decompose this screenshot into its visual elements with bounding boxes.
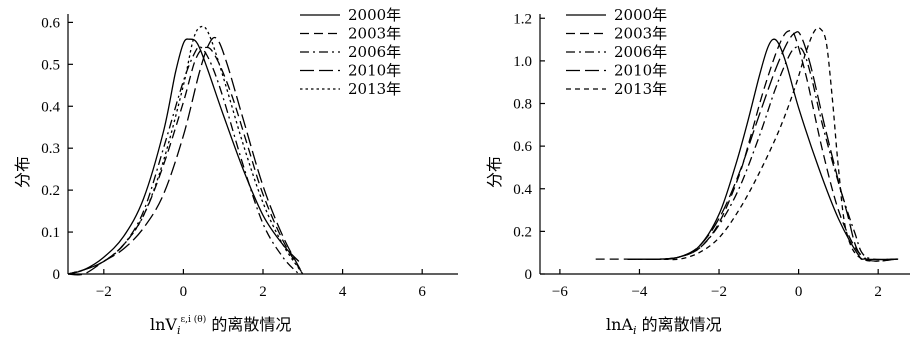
series-line-2000 <box>627 38 899 261</box>
x-axis-label-superscript: ε,i (θ) <box>181 314 207 325</box>
x-axis-label-subscript: i <box>633 324 637 337</box>
series-line-2010 <box>67 36 304 276</box>
series-line-2006 <box>67 45 300 275</box>
x-axis-label-base: lnA <box>606 315 633 334</box>
x-tick-label: −2 <box>96 284 112 300</box>
series-line-2013 <box>67 25 304 275</box>
chart-2: 0 0.2 0.4 0.6 0.8 1.0 1.2 −6 −4 −2 0 2 分布 lnAi 的离散情况 2… <box>485 6 910 337</box>
x-tick-label: 2 <box>874 284 882 300</box>
x-tick-label: 6 <box>418 284 426 300</box>
chart-1: 0 0.1 0.2 0.3 0.4 0.5 0.6 −2 0 2 4 6 分布 lnViε,i (θ) 的… <box>13 6 458 337</box>
x-axis-label-subscript: i <box>177 324 181 337</box>
legend-label: 2000年 <box>348 6 401 24</box>
x-axis-label-base: lnV <box>150 315 177 334</box>
x-tick-label: 0 <box>795 284 803 300</box>
x-tick-label: 4 <box>339 284 347 300</box>
series-line-2006 <box>627 46 899 261</box>
x-tick-label: 2 <box>259 284 267 300</box>
legend-label: 2006年 <box>348 43 401 61</box>
legend-label: 2013年 <box>614 80 667 98</box>
y-tick-label: 0.4 <box>513 182 532 198</box>
series-line-2000 <box>67 38 300 275</box>
y-tick-label: 1.0 <box>513 54 532 70</box>
series-line-2003 <box>595 29 867 260</box>
legend-label: 2006年 <box>614 43 667 61</box>
legend-label: 2013年 <box>348 80 401 98</box>
y-tick-label: 0.2 <box>41 183 60 199</box>
x-tick-label: −6 <box>552 284 568 300</box>
legend-label: 2010年 <box>348 62 401 80</box>
y-tick-label: 0 <box>525 267 533 283</box>
y-tick-label: 0.8 <box>513 97 532 113</box>
series-line-2003 <box>67 46 304 275</box>
legend-label: 2003年 <box>614 25 667 43</box>
x-tick-label: 0 <box>180 284 188 300</box>
legend-label: 2010年 <box>614 62 667 80</box>
legend-label: 2003年 <box>348 25 401 43</box>
x-axis-label-suffix: 的离散情况 <box>206 315 291 334</box>
y-tick-label: 0 <box>53 267 61 283</box>
y-tick-label: 0.6 <box>513 139 532 155</box>
legend-label: 2000年 <box>614 6 667 24</box>
x-axis-label-suffix: 的离散情况 <box>637 315 722 334</box>
y-tick-label: 0.5 <box>41 57 60 73</box>
y-tick-label: 0.6 <box>41 15 60 31</box>
y-tick-label: 0.1 <box>41 225 60 241</box>
y-tick-label: 1.2 <box>513 11 532 27</box>
y-tick-label: 0.3 <box>41 141 60 157</box>
series-line-2013 <box>627 27 899 262</box>
x-axis-label: lnAi 的离散情况 <box>606 315 722 337</box>
y-axis-label: 分布 <box>485 156 504 188</box>
x-tick-label: −4 <box>631 284 647 300</box>
series-line-2010 <box>627 31 899 262</box>
y-axis-label: 分布 <box>13 156 32 188</box>
y-tick-label: 0.4 <box>41 99 60 115</box>
y-tick-label: 0.2 <box>513 224 532 240</box>
x-tick-label: −2 <box>711 284 727 300</box>
x-axis-label: lnViε,i (θ) 的离散情况 <box>150 314 291 337</box>
